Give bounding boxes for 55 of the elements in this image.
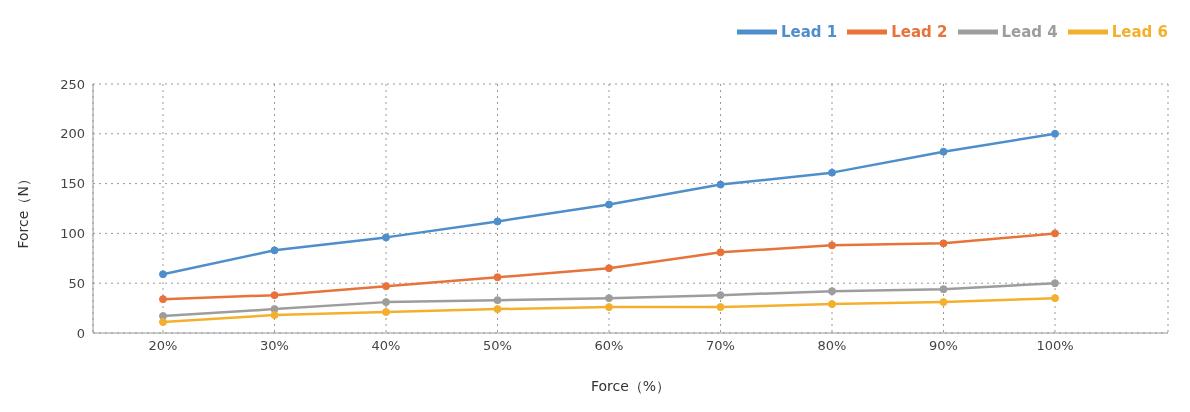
point (939, 285, 948, 294)
x-tick-label: 50% (483, 338, 512, 354)
x-tick-label: 90% (929, 338, 958, 354)
point (270, 291, 279, 300)
x-tick-label: 60% (594, 338, 624, 354)
x-tick-label: 80% (817, 338, 847, 354)
point (159, 270, 167, 279)
x-tick-label: 30% (260, 338, 289, 354)
point (939, 298, 948, 307)
point (605, 200, 613, 209)
point (159, 295, 167, 304)
x-tick-label: 20% (148, 338, 178, 354)
point (605, 303, 613, 312)
point (270, 311, 279, 320)
point (828, 241, 836, 250)
point (493, 305, 502, 314)
legend-label: Lead 1 (781, 22, 838, 41)
y-tick-label: 200 (60, 126, 85, 142)
point (605, 264, 613, 273)
legend-label: Lead 4 (1001, 22, 1058, 41)
y-tick-label: 100 (60, 226, 85, 242)
y-tick-label: 250 (60, 76, 85, 92)
point (382, 298, 390, 307)
x-tick-label: 100% (1036, 338, 1074, 354)
point (382, 308, 390, 317)
point (1051, 229, 1059, 238)
point (716, 303, 725, 312)
x-axis-title: Force（%） (590, 378, 671, 394)
point (939, 147, 948, 156)
point (716, 180, 725, 189)
y-tick-label: 150 (60, 176, 85, 192)
point (159, 318, 167, 327)
point (1051, 129, 1059, 138)
point (493, 296, 502, 305)
x-tick-label: 40% (371, 338, 401, 354)
point (493, 273, 502, 282)
point (828, 168, 836, 177)
legend-label: Lead 2 (891, 22, 948, 41)
x-tick-label: 70% (706, 338, 735, 354)
point (1051, 294, 1059, 303)
y-tick-label: 0 (76, 325, 85, 341)
point (828, 287, 836, 296)
point (382, 233, 390, 242)
y-axis-title: Force（N） (14, 172, 31, 249)
point (939, 239, 948, 248)
point (605, 294, 613, 303)
point (270, 246, 279, 255)
y-tick-label: 50 (68, 275, 85, 291)
point (1051, 279, 1059, 288)
legend-label: Lead 6 (1111, 22, 1168, 41)
point (716, 291, 725, 300)
point (828, 300, 836, 309)
point (382, 282, 390, 291)
point (716, 248, 725, 257)
point (493, 217, 502, 226)
